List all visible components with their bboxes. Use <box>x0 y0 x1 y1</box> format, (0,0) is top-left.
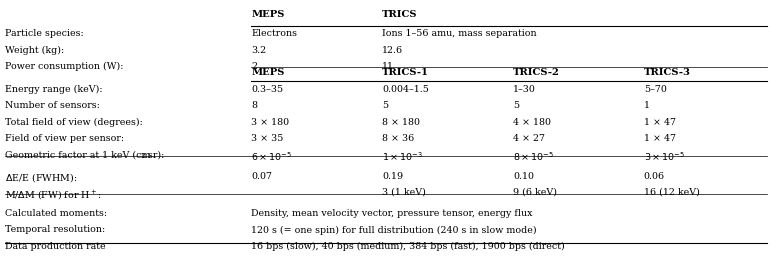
Text: 8 × 180: 8 × 180 <box>382 118 420 127</box>
Text: $1 \times 10^{-3}$: $1 \times 10^{-3}$ <box>382 151 423 163</box>
Text: 4 × 27: 4 × 27 <box>513 134 545 143</box>
Text: 5: 5 <box>382 101 388 110</box>
Text: Number of sensors:: Number of sensors: <box>5 101 100 110</box>
Text: Temporal resolution:: Temporal resolution: <box>5 225 106 234</box>
Text: Density, mean velocity vector, pressure tensor, energy flux: Density, mean velocity vector, pressure … <box>252 209 533 218</box>
Text: 8 × 36: 8 × 36 <box>382 134 415 143</box>
Text: 1 × 47: 1 × 47 <box>644 134 676 143</box>
Text: 0.06: 0.06 <box>644 172 665 180</box>
Text: 1 × 47: 1 × 47 <box>644 118 676 127</box>
Text: 2: 2 <box>252 62 257 71</box>
Text: sr):: sr): <box>145 151 164 160</box>
Text: Energy range (keV):: Energy range (keV): <box>5 85 103 94</box>
Text: Ions 1–56 amu, mass separation: Ions 1–56 amu, mass separation <box>382 29 537 38</box>
Text: $3 \times 10^{-5}$: $3 \times 10^{-5}$ <box>644 151 685 163</box>
Text: $\Delta$E/E (FWHM):: $\Delta$E/E (FWHM): <box>5 172 78 185</box>
Text: Data production rate: Data production rate <box>5 242 106 251</box>
Text: 0.004–1.5: 0.004–1.5 <box>382 85 429 94</box>
Text: 3.2: 3.2 <box>252 46 266 55</box>
Text: Geometric factor at 1 keV (cm: Geometric factor at 1 keV (cm <box>5 151 151 160</box>
Text: Power consumption (W):: Power consumption (W): <box>5 62 124 71</box>
Text: MEPS: MEPS <box>252 68 285 77</box>
Text: 16 bps (slow), 40 bps (medium), 384 bps (fast), 1900 bps (direct): 16 bps (slow), 40 bps (medium), 384 bps … <box>252 242 565 251</box>
Text: $6 \times 10^{-5}$: $6 \times 10^{-5}$ <box>252 151 293 163</box>
Text: Electrons: Electrons <box>252 29 297 38</box>
Text: 9 (6 keV): 9 (6 keV) <box>513 188 557 197</box>
Text: 3 (1 keV): 3 (1 keV) <box>382 188 426 197</box>
Text: TRICS: TRICS <box>382 10 418 19</box>
Text: 8: 8 <box>252 101 257 110</box>
Text: TRICS-2: TRICS-2 <box>513 68 560 77</box>
Text: 12.6: 12.6 <box>382 46 403 55</box>
Text: 0.07: 0.07 <box>252 172 273 180</box>
Text: Weight (kg):: Weight (kg): <box>5 46 65 55</box>
Text: TRICS-1: TRICS-1 <box>382 68 429 77</box>
Text: 120 s (= one spin) for full distribution (240 s in slow mode): 120 s (= one spin) for full distribution… <box>252 225 537 235</box>
Text: TRICS-3: TRICS-3 <box>644 68 691 77</box>
Text: 2: 2 <box>141 152 145 160</box>
Text: Total field of view (degrees):: Total field of view (degrees): <box>5 118 143 127</box>
Text: MEPS: MEPS <box>252 10 285 19</box>
Text: 0.10: 0.10 <box>513 172 534 180</box>
Text: 1–30: 1–30 <box>513 85 536 94</box>
Text: M/$\Delta$M (FW) for H$^+$:: M/$\Delta$M (FW) for H$^+$: <box>5 188 102 201</box>
Text: 11: 11 <box>382 62 394 71</box>
Text: Particle species:: Particle species: <box>5 29 84 38</box>
Text: Calculated moments:: Calculated moments: <box>5 209 107 218</box>
Text: 5–70: 5–70 <box>644 85 666 94</box>
Text: Field of view per sensor:: Field of view per sensor: <box>5 134 124 143</box>
Text: 1: 1 <box>644 101 650 110</box>
Text: 16 (12 keV): 16 (12 keV) <box>644 188 699 197</box>
Text: 5: 5 <box>513 101 519 110</box>
Text: 3 × 35: 3 × 35 <box>252 134 284 143</box>
Text: $8 \times 10^{-5}$: $8 \times 10^{-5}$ <box>513 151 554 163</box>
Text: 0.19: 0.19 <box>382 172 403 180</box>
Text: 0.3–35: 0.3–35 <box>252 85 283 94</box>
Text: 4 × 180: 4 × 180 <box>513 118 551 127</box>
Text: 3 × 180: 3 × 180 <box>252 118 290 127</box>
